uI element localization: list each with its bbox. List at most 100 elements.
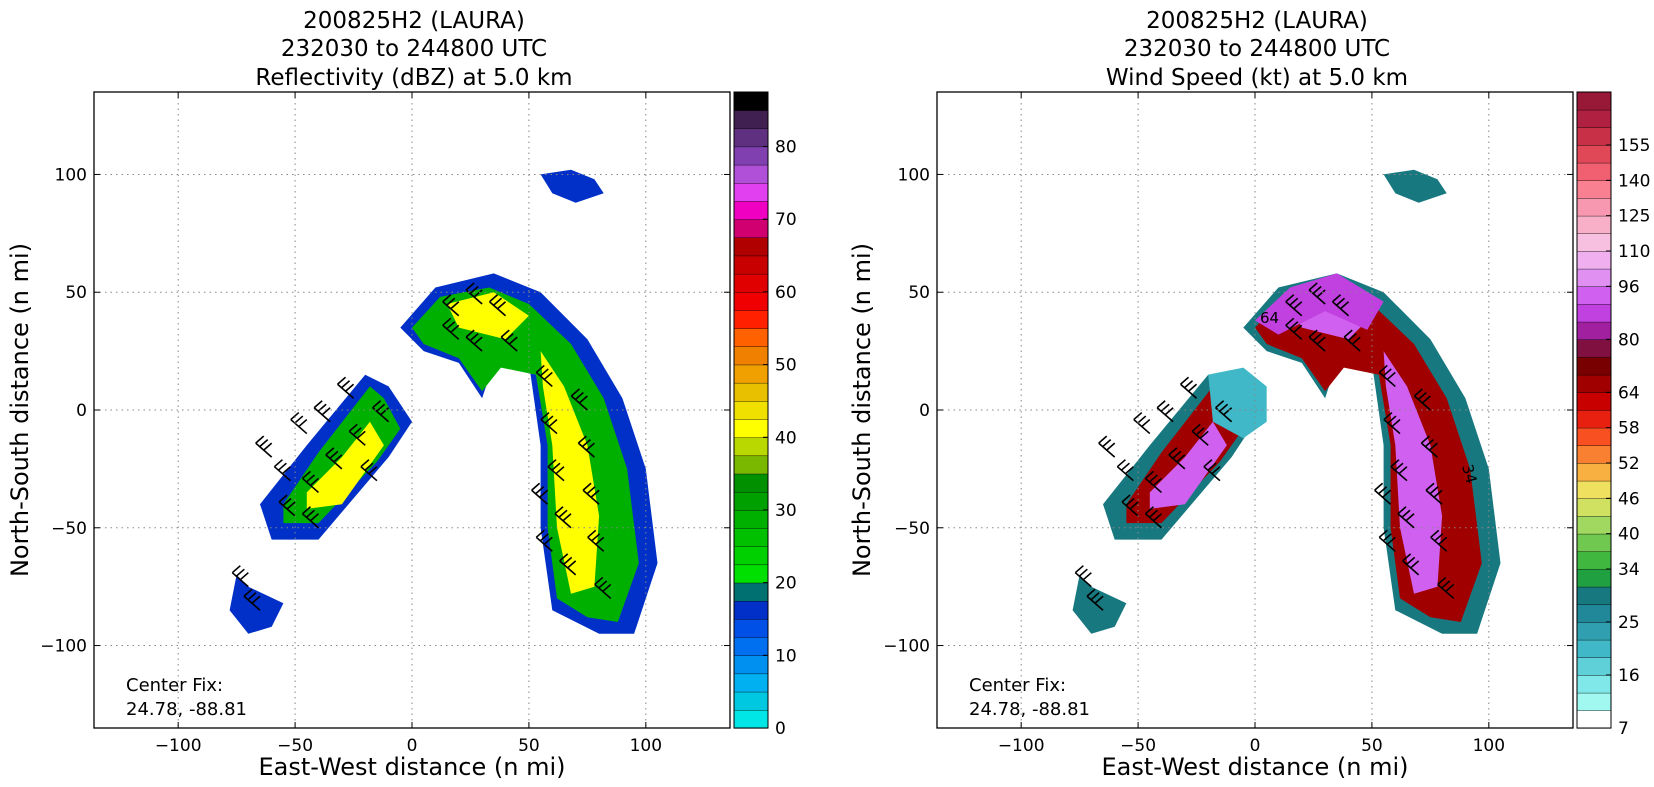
colorbar-segment xyxy=(1576,127,1612,146)
barb-flag xyxy=(243,588,253,597)
barb-flag xyxy=(1391,418,1401,428)
wind-barb xyxy=(1098,435,1116,458)
wind-barb xyxy=(1390,459,1408,482)
barb-flag xyxy=(1424,439,1434,448)
barb-flag xyxy=(1289,321,1299,330)
barb-flag xyxy=(535,529,545,538)
colorbar-segment xyxy=(733,691,769,711)
eye-core-region xyxy=(1208,367,1267,439)
wind-speed-panel: 200825H2 (LAURA) 232030 to 244800 UTC Wi… xyxy=(848,8,1650,781)
colorbar-tick-label: 10 xyxy=(775,646,797,666)
colorbar-segment xyxy=(1576,568,1612,588)
barb-flag xyxy=(1438,536,1448,545)
colorbar-segment xyxy=(733,273,769,293)
wind-barb xyxy=(500,329,518,352)
wind-barb xyxy=(570,388,588,411)
colorbar-segment xyxy=(1576,356,1612,376)
colorbar-segment xyxy=(1576,215,1612,234)
barb-flag xyxy=(469,333,479,342)
echo-region-8 xyxy=(540,169,604,203)
barb-flag xyxy=(539,368,549,377)
wind-barb xyxy=(1203,459,1221,482)
barb-flag xyxy=(1152,477,1162,487)
wind-barb xyxy=(1144,470,1162,494)
wind-barb xyxy=(1121,494,1139,517)
barb-flag xyxy=(582,482,592,491)
barb-flag xyxy=(1332,294,1342,303)
barb-flag xyxy=(333,454,343,463)
barb-flag xyxy=(450,301,460,310)
x-tick-label: 0 xyxy=(1250,736,1261,756)
wind-barb xyxy=(594,576,612,600)
colorbar-segment xyxy=(1576,462,1612,482)
colorbar-segment xyxy=(1576,427,1612,446)
wind-barb xyxy=(587,529,605,552)
colorbar-tick-label: 80 xyxy=(775,138,797,158)
barb-flag xyxy=(1397,506,1407,515)
barb-flag xyxy=(1378,486,1388,495)
y-tick-label: 0 xyxy=(919,401,930,421)
barb-flag xyxy=(1340,301,1350,310)
center-fix-label: Center Fix: xyxy=(969,675,1066,696)
barb-flag xyxy=(535,486,545,495)
barb-flag xyxy=(1211,466,1221,475)
barb-flag xyxy=(1394,462,1404,471)
wind-barb xyxy=(278,494,296,517)
barb-flag xyxy=(473,336,483,345)
wind-barb xyxy=(465,329,483,352)
wind-barb xyxy=(547,459,565,482)
y-axis-label: North-South distance (n mi) xyxy=(6,243,34,577)
barb-flag xyxy=(1090,592,1100,601)
wind-barb xyxy=(337,376,355,399)
colorbar-segment xyxy=(1576,392,1612,411)
barb-flag xyxy=(1347,333,1357,342)
wind-barb xyxy=(255,435,273,458)
barb-flag xyxy=(547,459,557,468)
colorbar-segment xyxy=(1576,180,1612,199)
colorbar-tick-label: 70 xyxy=(775,210,797,230)
barb-flag xyxy=(598,580,608,589)
barb-flag xyxy=(356,430,366,439)
wind-barb xyxy=(582,482,600,505)
barb-flag xyxy=(558,509,568,518)
barb-flag xyxy=(1289,297,1299,306)
barb-flag xyxy=(1188,383,1198,392)
wind-barb xyxy=(540,411,558,435)
barb-flag xyxy=(1215,400,1225,409)
barb-flag xyxy=(1168,447,1178,456)
barb-flag xyxy=(360,459,370,468)
colorbar-segment xyxy=(1576,445,1612,464)
barb-flag xyxy=(1433,489,1443,498)
barb-flag xyxy=(313,400,323,409)
barb-flag xyxy=(305,474,315,483)
barb-flag xyxy=(1386,371,1396,381)
barb-flag xyxy=(1445,583,1455,593)
barb-flag xyxy=(1374,482,1384,491)
barb-flag xyxy=(563,556,573,565)
x-tick-label: −50 xyxy=(1120,736,1156,756)
wind-barb xyxy=(1430,529,1448,552)
wind-barbs xyxy=(231,282,612,611)
wind-barb xyxy=(1383,411,1401,435)
y-tick-label: −50 xyxy=(894,519,930,539)
colorbar-tick-label: 50 xyxy=(775,356,797,376)
x-ticks: −100 −50 0 50 100 xyxy=(155,92,662,756)
barb-flag xyxy=(540,411,550,421)
reflectivity-panel: 200825H2 (LAURA) 232030 to 244800 UTC Re… xyxy=(6,8,797,781)
grid-lines xyxy=(937,92,1573,728)
colorbar-tick-label: 80 xyxy=(1618,330,1640,350)
barb-flag xyxy=(1223,407,1233,416)
barb-flag xyxy=(1425,482,1435,491)
barb-flag xyxy=(508,336,518,345)
colorbar-segment xyxy=(733,564,769,584)
colorbar-segment xyxy=(733,382,769,402)
colorbar-tick-label: 64 xyxy=(1618,383,1640,403)
barb-flag xyxy=(1410,560,1420,569)
title-line-2: 232030 to 244800 UTC xyxy=(281,36,547,62)
barb-flag xyxy=(294,415,304,424)
barb-flag xyxy=(442,294,452,303)
x-tick-label: 50 xyxy=(518,736,540,756)
barb-flag xyxy=(1164,407,1174,416)
x-ticks: −100 −50 0 50 100 xyxy=(998,92,1505,756)
barb-flag xyxy=(1401,509,1411,518)
